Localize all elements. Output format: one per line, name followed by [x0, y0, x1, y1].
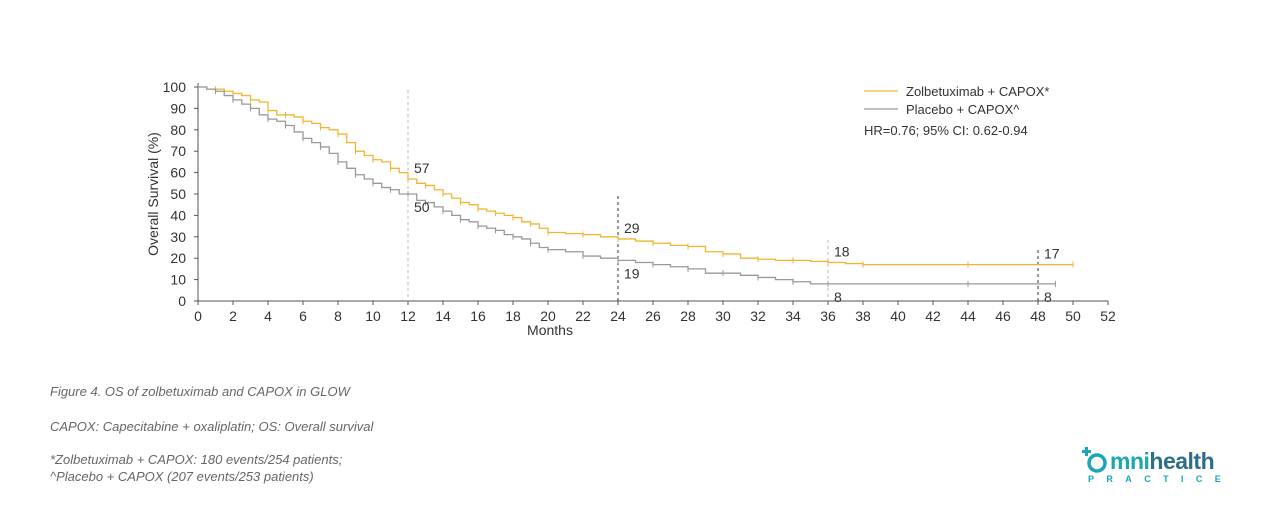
timepoint-label: 19 — [624, 265, 640, 281]
x-tick-label: 52 — [1100, 308, 1116, 324]
y-tick-label: 10 — [170, 272, 186, 288]
timepoint-labels: 57 29 18 17 50 19 8 8 — [414, 160, 1060, 305]
x-axis-label: Months — [527, 322, 573, 338]
x-tick-label: 20 — [540, 308, 556, 324]
timepoint-label: 57 — [414, 160, 430, 176]
x-tick-label: 14 — [435, 308, 451, 324]
y-tick-label: 40 — [170, 207, 186, 223]
figure-caption: Figure 4. OS of zolbetuximab and CAPOX i… — [50, 384, 350, 399]
x-tick-label: 2 — [229, 308, 237, 324]
chart-legend: Zolbetuximab + CAPOX* Placebo + CAPOX^ HR=… — [864, 84, 1049, 138]
logo-omni: mni — [1110, 448, 1150, 474]
x-tick-label: 38 — [855, 308, 871, 324]
timepoint-label: 29 — [624, 220, 640, 236]
timepoint-label: 50 — [414, 199, 430, 215]
x-tick-label: 50 — [1065, 308, 1081, 324]
timepoint-label: 17 — [1044, 246, 1060, 262]
y-axis-label: Overall Survival (%) — [145, 132, 161, 256]
logo-subtitle: PRACTICE — [1088, 474, 1234, 484]
x-tick-label: 0 — [194, 308, 202, 324]
omnihealth-logo: mnihealth PRACTICE — [1082, 447, 1224, 488]
x-tick-label: 42 — [925, 308, 941, 324]
x-tick-label: 4 — [264, 308, 272, 324]
timepoint-label: 18 — [834, 243, 850, 259]
y-tick-label: 70 — [170, 143, 186, 159]
x-tick-label: 48 — [1030, 308, 1046, 324]
hazard-ratio-annotation: HR=0.76; 95% CI: 0.62-0.94 — [864, 123, 1028, 138]
x-tick-label: 18 — [505, 308, 521, 324]
x-tick-label: 24 — [610, 308, 626, 324]
y-tick-label: 20 — [170, 250, 186, 266]
logo-wordmark: mnihealth — [1110, 448, 1215, 475]
y-tick-label: 100 — [163, 79, 187, 95]
legend-label-placebo: Placebo + CAPOX^ — [906, 102, 1020, 117]
y-tick-label: 90 — [170, 100, 186, 116]
x-tick-label: 12 — [400, 308, 416, 324]
survival-curves — [198, 86, 1074, 287]
x-tick-label: 30 — [715, 308, 731, 324]
y-tick-label: 60 — [170, 165, 186, 181]
logo-cross-icon — [1082, 447, 1107, 473]
x-tick-label: 34 — [785, 308, 801, 324]
x-tick-label: 10 — [365, 308, 381, 324]
timepoint-label: 8 — [1044, 289, 1052, 305]
x-tick-label: 32 — [750, 308, 766, 324]
footnote-zolbetuximab: *Zolbetuximab + CAPOX: 180 events/254 pa… — [50, 452, 343, 467]
footnote-placebo: ^Placebo + CAPOX (207 events/253 patient… — [50, 469, 314, 484]
x-tick-label: 36 — [820, 308, 836, 324]
reference-lines — [407, 90, 1039, 301]
x-tick-label: 8 — [334, 308, 342, 324]
logo-health: health — [1149, 448, 1215, 474]
x-tick-label: 16 — [470, 308, 486, 324]
x-tick-label: 6 — [299, 308, 307, 324]
y-tick-label: 30 — [170, 229, 186, 245]
x-tick-label: 28 — [680, 308, 696, 324]
x-tick-label: 44 — [960, 308, 976, 324]
y-tick-label: 0 — [178, 293, 186, 309]
legend-label-zolbetuximab: Zolbetuximab + CAPOX* — [906, 84, 1049, 99]
x-tick-label: 26 — [645, 308, 661, 324]
x-tick-label: 46 — [995, 308, 1011, 324]
y-tick-label: 50 — [170, 186, 186, 202]
timepoint-label: 8 — [834, 289, 842, 305]
x-tick-label: 22 — [575, 308, 591, 324]
abbreviations-caption: CAPOX: Capecitabine + oxaliplatin; OS: O… — [50, 419, 374, 434]
y-tick-label: 80 — [170, 122, 186, 138]
x-tick-label: 40 — [890, 308, 906, 324]
